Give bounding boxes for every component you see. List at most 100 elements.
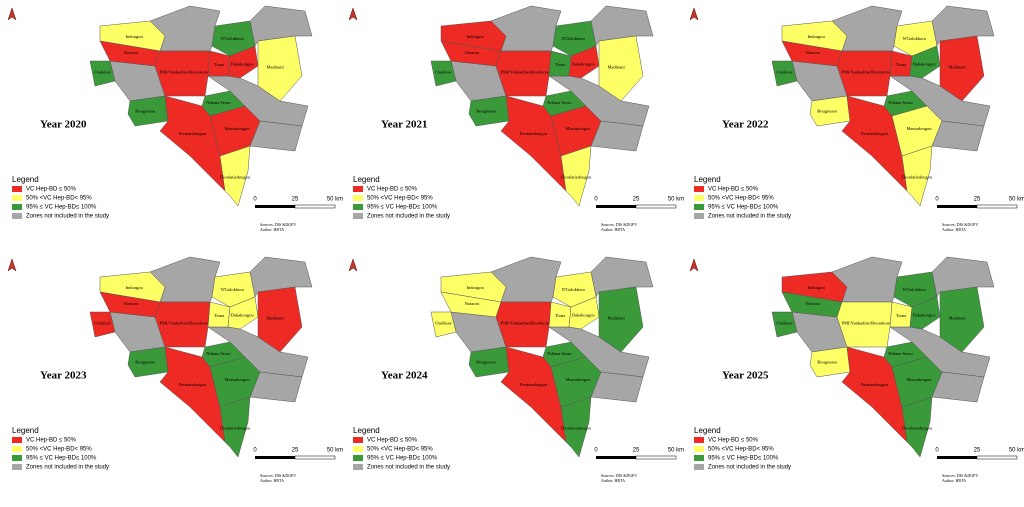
excluded-zone: [249, 256, 313, 298]
scale-bar: [294, 204, 336, 209]
region-label: Dioulatiedougou: [561, 175, 592, 180]
region-label: N'Golokhoro: [903, 36, 927, 41]
legend-title: Legend: [12, 175, 39, 184]
region-label: Bougousso: [476, 109, 497, 114]
legend-swatch: [694, 437, 704, 443]
excluded-zone: [249, 5, 313, 47]
region: [89, 60, 116, 87]
legend-label: VC Hep-BD ≤ 50%: [708, 438, 759, 444]
region-label: Madinani: [949, 316, 967, 321]
region: [891, 356, 943, 408]
legend-label: 95% ≤ VC Hep-BD≤ 100%: [26, 205, 97, 211]
region: [909, 296, 941, 330]
region-label: Dakakougou: [231, 61, 255, 66]
legend-swatch: [353, 186, 363, 192]
legend-label: 50% <VC Hep-BD< 95%: [26, 196, 92, 202]
region: [771, 311, 798, 338]
legend-label: 50% <VC Hep-BD< 95%: [367, 196, 433, 202]
region-label: Madinani: [267, 316, 285, 321]
region: [809, 346, 851, 378]
scale-bar: [937, 456, 977, 459]
region-label: Ouéléssé: [94, 320, 110, 325]
scale-bar: [635, 204, 677, 209]
legend-title: Legend: [694, 175, 721, 184]
scale-label: 50 km: [1009, 448, 1024, 454]
region: [939, 35, 985, 102]
scale-label: 25: [292, 448, 299, 454]
scale-label: 50 km: [327, 197, 343, 203]
region-label: Dioulatiedougou: [902, 175, 933, 180]
region-label: Dakakougou: [913, 61, 937, 66]
region-label: Madinani: [267, 65, 285, 70]
year-title: Year 2023: [40, 370, 87, 382]
region-label: Bougousso: [817, 360, 838, 365]
legend-label: 50% <VC Hep-BD< 95%: [708, 196, 774, 202]
legend-label: VC Hep-BD ≤ 50%: [367, 187, 418, 193]
legend-swatch: [12, 204, 22, 210]
map: Indougou Nassoro Ouéléssé N'Golokhoro Tiona D…: [430, 256, 654, 458]
region-label: Indougou: [467, 34, 485, 39]
legend-label: 95% ≤ VC Hep-BD≤ 100%: [26, 456, 97, 462]
region-label: Ndiana Sesso: [888, 351, 913, 356]
region-label: Ouéléssé: [435, 69, 451, 74]
region-label: Bougousso: [476, 360, 497, 365]
region: [127, 346, 169, 378]
source-text: Sources: DIS &DGPV: [260, 473, 296, 478]
legend-label: 95% ≤ VC Hep-BD≤ 100%: [708, 456, 779, 462]
north-arrow: [689, 258, 699, 272]
scale-bar: [635, 455, 677, 460]
legend-swatch: [12, 446, 22, 452]
region: [209, 356, 261, 408]
region-label: Dioulatiedougou: [220, 426, 251, 431]
legend-swatch: [12, 455, 22, 461]
legend-label: Zones not included in the study: [26, 465, 109, 471]
map-panel: Indougou Nassoro Ouéléssé N'Golokhoro Tiona D…: [7, 5, 343, 232]
legend-swatch: [694, 186, 704, 192]
region-label: Madinani: [608, 65, 626, 70]
region-label: Dioulatiedougou: [561, 426, 592, 431]
legend-label: 50% <VC Hep-BD< 95%: [367, 447, 433, 453]
region: [219, 396, 251, 458]
region-label: N'Golokhoro: [221, 36, 245, 41]
region-label: Nassoro: [465, 301, 480, 306]
year-title: Year 2025: [722, 370, 769, 382]
region-label: Nassoro: [124, 301, 139, 306]
region-label: Fermandougou: [179, 382, 207, 387]
legend-label: VC Hep-BD ≤ 50%: [708, 187, 759, 193]
year-title: Year 2022: [722, 119, 769, 131]
region-label: Nassoro: [806, 50, 821, 55]
region: [809, 95, 851, 127]
map: Indougou Nassoro Ouéléssé N'Golokhoro Tiona D…: [771, 256, 995, 458]
region-label: PMI/Yankadine/Bourekore: [842, 321, 891, 326]
region: [89, 311, 116, 338]
scale-label: 50 km: [668, 448, 684, 454]
region-label: Tiona: [896, 62, 906, 67]
region: [771, 60, 798, 87]
region: [430, 311, 457, 338]
year-title: Year 2020: [40, 119, 87, 131]
map-panel: Indougou Nassoro Ouéléssé N'Golokhoro Tiona D…: [7, 256, 343, 483]
region: [468, 95, 510, 127]
scale-label: 25: [974, 197, 981, 203]
scale-label: 0: [253, 448, 257, 454]
region: [430, 60, 457, 87]
region-label: Indougou: [126, 34, 144, 39]
region-label: Bougousso: [135, 109, 156, 114]
legend-label: VC Hep-BD ≤ 50%: [367, 438, 418, 444]
region: [901, 145, 933, 207]
source-text: Author: HBTA: [260, 478, 284, 483]
legend-label: Zones not included in the study: [708, 465, 791, 471]
legend-swatch: [12, 186, 22, 192]
excluded-zone: [590, 5, 654, 47]
map-panel: Indougou Nassoro Ouéléssé N'Golokhoro Tiona D…: [348, 256, 684, 483]
source-text: Author: HBTA: [942, 227, 966, 232]
region-label: Massadougou: [225, 377, 251, 382]
region-label: Bougousso: [817, 109, 838, 114]
region-label: PMI/Yankadine/Bourekore: [501, 321, 550, 326]
legend-title: Legend: [353, 426, 380, 435]
source-text: Sources: DIS &DGPV: [942, 473, 978, 478]
scale-label: 25: [974, 448, 981, 454]
excluded-zone: [931, 256, 995, 298]
region: [550, 356, 602, 408]
region: [257, 286, 303, 353]
